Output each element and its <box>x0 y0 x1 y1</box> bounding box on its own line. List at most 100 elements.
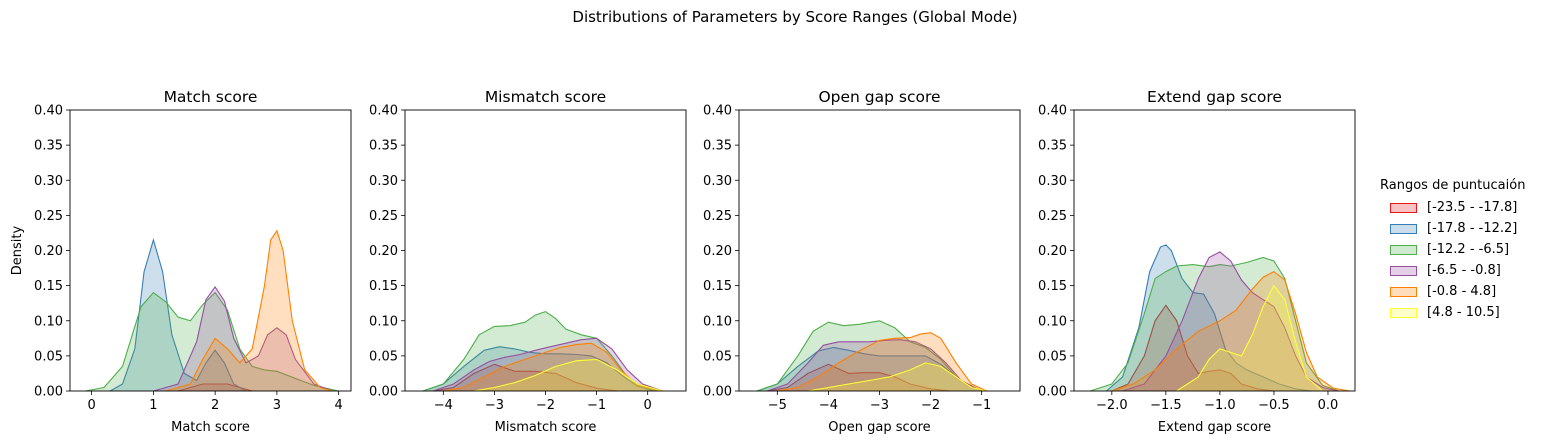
density-line <box>807 362 987 392</box>
density-area <box>756 320 987 391</box>
density-line <box>422 346 653 392</box>
legend-label: [4.8 - 10.5] <box>1427 305 1500 320</box>
density-line <box>177 383 253 392</box>
density-area <box>153 287 333 391</box>
density-line <box>1090 256 1339 392</box>
x-tick-label: 3 <box>273 398 281 413</box>
legend-swatch <box>1390 307 1417 318</box>
legend-swatch <box>1390 244 1417 255</box>
y-tick-label: 0.20 <box>369 244 398 259</box>
density-line <box>1111 304 1274 392</box>
subplot-title: Match score <box>164 88 258 106</box>
y-tick-label: 0.20 <box>1038 244 1067 259</box>
x-axis-label: Mismatch score <box>495 420 597 435</box>
y-tick-label: 0.05 <box>1038 349 1067 364</box>
y-tick-label: 0.00 <box>1038 385 1067 400</box>
legend-entry: [-0.8 - 4.8] <box>1380 281 1525 302</box>
y-tick-label: 0.10 <box>34 314 63 329</box>
legend-label: [-23.5 - -17.8] <box>1427 200 1518 215</box>
density-line <box>756 346 987 392</box>
y-tick-label: 0.40 <box>1038 104 1067 119</box>
x-tick-label: −1.5 <box>1150 398 1182 413</box>
y-tick-label: 0.30 <box>34 174 63 189</box>
x-tick-label: −4 <box>434 398 453 413</box>
y-tick-label: 0.15 <box>1038 279 1067 294</box>
y-tick-label: 0.00 <box>34 385 63 400</box>
legend-swatch <box>1390 265 1417 276</box>
density-line <box>1111 270 1350 392</box>
y-tick-label: 0.35 <box>369 139 398 154</box>
y-tick-label: 0.25 <box>703 209 732 224</box>
x-tick-label: −5 <box>768 398 787 413</box>
density-line <box>777 332 988 392</box>
density-line <box>766 339 982 392</box>
y-tick-label: 0.15 <box>369 279 398 294</box>
x-axis-label: Extend gap score <box>1158 420 1271 435</box>
density-line <box>1122 251 1339 392</box>
y-tick-label: 0.35 <box>34 139 63 154</box>
density-area <box>1090 257 1339 391</box>
x-tick-label: −1 <box>972 398 991 413</box>
x-tick-label: −3 <box>870 398 889 413</box>
y-tick-label: 0.30 <box>1038 174 1067 189</box>
density-area <box>1111 305 1274 391</box>
legend: Rangos de puntucaión [-23.5 - -17.8] [-17… <box>1380 178 1525 323</box>
x-tick-label: −3 <box>485 398 504 413</box>
density-line <box>1176 284 1323 392</box>
y-tick-label: 0.25 <box>369 209 398 224</box>
x-tick-label: −2 <box>536 398 555 413</box>
y-tick-label: 0.15 <box>34 279 63 294</box>
density-line <box>85 291 339 392</box>
density-line <box>109 238 247 392</box>
x-tick-label: 2 <box>211 398 219 413</box>
density-area <box>165 230 333 391</box>
y-axis-label: Density <box>10 225 25 275</box>
y-tick-label: 0.00 <box>369 385 398 400</box>
density-line <box>473 358 664 392</box>
density-area <box>178 384 253 391</box>
x-tick-label: −1 <box>587 398 606 413</box>
x-tick-label: −2.0 <box>1096 398 1128 413</box>
density-area <box>1176 285 1323 391</box>
subplot-4: 0.00 0.05 0.10 0.15 0.20 0.25 0.30 0.35 0.40 −2.0… <box>1038 88 1356 435</box>
y-tick-label: 0.05 <box>34 349 63 364</box>
density-area <box>110 240 246 391</box>
y-tick-label: 0.10 <box>1038 314 1067 329</box>
legend-label: [-0.8 - 4.8] <box>1427 284 1497 299</box>
density-line <box>756 320 987 392</box>
legend-entry: [-12.2 - -6.5] <box>1380 239 1525 260</box>
y-tick-label: 0.25 <box>1038 209 1067 224</box>
y-tick-label: 0.10 <box>703 314 732 329</box>
density-area <box>767 339 982 391</box>
legend-entry: [4.8 - 10.5] <box>1380 302 1525 323</box>
y-tick-label: 0.40 <box>369 104 398 119</box>
y-tick-label: 0.25 <box>34 209 63 224</box>
density-area <box>1106 244 1312 391</box>
density-area <box>422 311 658 391</box>
y-tick-label: 0.05 <box>703 349 732 364</box>
density-line <box>165 229 333 392</box>
density-area <box>1122 251 1339 391</box>
legend-label: [-17.8 - -12.2] <box>1427 221 1518 236</box>
density-area <box>85 292 339 391</box>
legend-swatch <box>1390 223 1417 234</box>
x-axis-label: Open gap score <box>828 420 930 435</box>
subplot-3: 0.00 0.05 0.10 0.15 0.20 0.25 0.30 0.35 0.40 −5 −4… <box>703 88 1021 435</box>
y-tick-label: 0.10 <box>369 314 398 329</box>
y-tick-label: 0.40 <box>703 104 732 119</box>
legend-swatch <box>1390 286 1417 297</box>
legend-label: [-12.2 - -6.5] <box>1427 242 1510 257</box>
x-tick-label: 0.0 <box>1318 398 1339 413</box>
x-tick-label: 0 <box>644 398 652 413</box>
y-tick-label: 0.15 <box>703 279 732 294</box>
density-area <box>1111 271 1350 391</box>
x-tick-label: 0 <box>87 398 95 413</box>
density-line <box>433 363 618 392</box>
x-tick-label: −4 <box>819 398 838 413</box>
density-line <box>1106 244 1312 392</box>
legend-entry: [-23.5 - -17.8] <box>1380 197 1525 218</box>
density-area <box>474 359 663 391</box>
y-tick-label: 0.00 <box>703 385 732 400</box>
density-line <box>443 342 664 392</box>
density-line <box>422 310 659 392</box>
